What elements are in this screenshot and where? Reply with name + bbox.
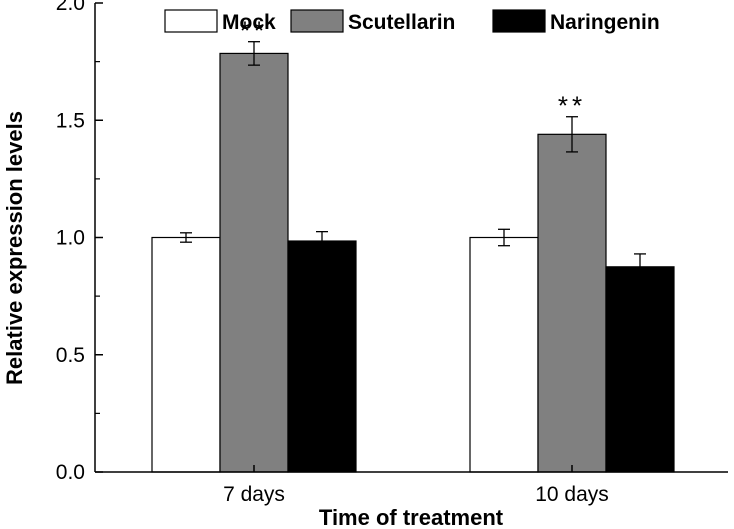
y-tick-label-1: 0.5 xyxy=(56,344,85,367)
bar-scutellarin-0 xyxy=(219,52,289,473)
bar-naringenin-1 xyxy=(605,266,675,473)
y-tick-label-3: 1.5 xyxy=(56,109,85,132)
legend-swatch-scutellarin xyxy=(290,9,344,33)
legend-swatch-mock xyxy=(164,9,218,33)
legend-label-mock: Mock xyxy=(222,11,276,34)
y-axis-title: Relative expression levels xyxy=(2,111,27,385)
y-tick-label-0: 0.0 xyxy=(56,461,85,484)
significance-label-0: ** xyxy=(240,16,268,46)
bar-mock-1 xyxy=(469,236,539,473)
bar-naringenin-0 xyxy=(287,240,357,473)
x-axis-title: Time of treatment xyxy=(319,505,504,529)
x-tick-label-0: 7 days xyxy=(223,483,285,506)
y-tick-label-4: 2.0 xyxy=(56,0,85,15)
error-bars-layer xyxy=(180,41,646,281)
bar-scutellarin-1 xyxy=(537,133,607,473)
annotations-layer: ** ** xyxy=(240,16,586,121)
legend: Mock Scutellarin Naringenin xyxy=(164,9,660,34)
bar-mock-0 xyxy=(151,236,221,473)
legend-swatch-naringenin xyxy=(492,9,546,33)
x-tick-label-1: 10 days xyxy=(535,483,609,506)
y-tick-label-2: 1.0 xyxy=(56,227,85,250)
legend-label-naringenin: Naringenin xyxy=(550,11,660,34)
bars-layer xyxy=(151,52,675,473)
legend-label-scutellarin: Scutellarin xyxy=(348,11,455,34)
significance-label-1: ** xyxy=(558,91,586,121)
axes-layer: 0.0 0.5 1.0 1.5 2.0 7 days 10 days xyxy=(56,0,728,506)
